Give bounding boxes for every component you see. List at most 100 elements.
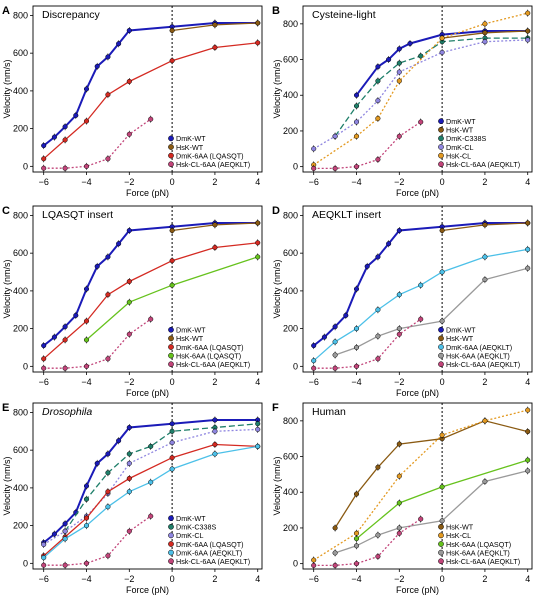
panel-c-title: LQASQT insert [42, 209, 113, 221]
panel-a-series-hsk-cl-6aa-aeqklt-point [41, 165, 47, 171]
panel-b-legend-label: Hsk-CL-6AA (AEQKLT) [446, 160, 520, 169]
panel-e-xtick-label: −2 [124, 574, 134, 584]
panel-f-xtick-label: −2 [394, 574, 404, 584]
panel-d-ytick-label: 600 [283, 248, 298, 258]
panel-a-xtick-label: −6 [39, 177, 49, 187]
panel-d-ytick-label: 200 [283, 324, 298, 334]
panel-c-series-dmk-wt-point [126, 227, 132, 234]
panel-e-series-dmk-6aa-lqasqt-point [83, 515, 90, 521]
panel-b-legend-marker [438, 126, 444, 133]
panel-b-series-hsk-cl-6aa-aeqklt-point [311, 165, 317, 171]
panel-b-xtick-label: 2 [482, 177, 487, 187]
panel-c-series-hsk-wt [169, 219, 261, 235]
panel-d-series-hsk-wt-point [482, 222, 488, 228]
panel-d-xtick-label: −4 [351, 377, 361, 387]
panel-c-legend-marker [168, 335, 174, 342]
panel-a-series-dmk-6aa-lqasqt-point [83, 118, 90, 124]
panel-e-frame [32, 402, 263, 570]
panel-b-series-hsk-cl-6aa-aeqklt-point [418, 119, 424, 125]
panel-a-series-hsk-cl-6aa-aeqklt [41, 115, 154, 172]
panel-b-series-dmk-wt-point [375, 64, 381, 70]
panel-f-series-hsk-wt [332, 417, 531, 532]
panel-c-series-hsk-cl-6aa-aeqklt [41, 315, 154, 372]
panel-f-series-hsk-cl [311, 406, 531, 564]
panel-a-ytick-label: 200 [13, 124, 28, 134]
panel-a-series-dmk-wt-point [73, 112, 79, 118]
panel-f-frame [302, 402, 533, 570]
panel-a-series-dmk-6aa-lqasqt-point [126, 78, 132, 85]
panel-b-legend-marker [438, 144, 444, 150]
panel-d-series-dmk-wt-point [321, 334, 327, 340]
panel-a-series-dmk-6aa-lqasqt-point [41, 156, 47, 162]
panel-f-xtick-label: −4 [351, 574, 361, 584]
panel-a-series-dmk-6aa-lqasqt-fit-line [43, 42, 258, 160]
panel-e-series-dmk-cl-fit-line [43, 428, 258, 546]
panel-c-ytick-label: 800 [13, 210, 28, 220]
panel-d-legend-label: HsK-WT [446, 334, 474, 343]
panel-c-xtick-label: 4 [255, 377, 260, 387]
panel-b-series-dmk-cl-point [482, 39, 488, 45]
panel-d-legend-label: DmK-6AA (AEQKLT) [446, 343, 512, 352]
panel-d-series-hsk-cl-6aa-aeqklt-point [396, 331, 402, 337]
panel-e-series-dmk-6aa-aeqklt-point [169, 466, 175, 472]
panel-e-series-dmk-wt-point [116, 438, 122, 444]
panel-f-series-hsk-cl-6aa-aeqklt-point [375, 553, 381, 560]
panel-a-legend-label: DmK-WT [176, 134, 206, 143]
panel-c-xtick-label: 2 [212, 377, 217, 387]
panel-f-legend-marker [438, 541, 444, 547]
panel-e-title: Drosophila [42, 406, 92, 418]
panel-b-xtick-label: 4 [525, 177, 530, 187]
panel-e-ylabel: Velocity (nm/s) [2, 456, 12, 515]
panel-f-legend-label: HsK-CL [446, 531, 471, 540]
panel-b-xtick-label: 0 [440, 177, 445, 187]
panel-f-ytick-label: 600 [283, 452, 298, 462]
panel-e-series-dmk-c338s-fit-line [64, 423, 258, 532]
panel-f-ytick-label: 400 [283, 487, 298, 497]
panel-b-legend-marker [438, 161, 444, 168]
panel-b-series-dmk-c338s-point [396, 60, 402, 66]
panel-a-series-dmk-wt-point [51, 134, 57, 140]
panel-d-ylabel: Velocity (nm/s) [272, 259, 282, 318]
panel-c-series-dmk-6aa-lqasqt-point [105, 292, 111, 298]
panel-b-series-hsk-cl-6aa-aeqklt-point [396, 133, 402, 139]
panel-e-series-dmk-6aa-lqasqt-point [169, 455, 175, 461]
panel-b-letter: B [272, 5, 280, 17]
panel-d-ytick-label: 800 [283, 210, 298, 220]
panel-b-legend-label: HsK-WT [446, 126, 474, 135]
panel-d-legend-marker [438, 361, 444, 368]
panel-e-legend-label: DmK-C338S [176, 523, 217, 532]
panel-c-series-dmk-wt-point [94, 263, 100, 269]
panel-b-legend-marker [438, 135, 444, 142]
panel-d-series-dmk-6aa-aeqklt-point [525, 246, 531, 252]
panel-c-series-dmk-wt-point [62, 324, 68, 330]
panel-c-legend-label: DmK-WT [176, 326, 206, 335]
panel-d-series-dmk-6aa-aeqklt-point [332, 339, 338, 345]
panel-d-series-dmk-wt-point [364, 263, 370, 269]
panel-f-xtick-label: 4 [525, 574, 530, 584]
panel-e-letter: E [2, 402, 9, 414]
panel-a-ytick-label: 0 [23, 161, 28, 171]
panel-e-legend-label: DmK-CL [176, 531, 204, 540]
panel-c-ytick-label: 600 [13, 248, 28, 258]
panel-b-frame [302, 5, 533, 173]
panel-a-series-dmk-wt-point [126, 27, 132, 34]
panel-e-series-hsk-cl-6aa-aeqklt-point [83, 560, 90, 566]
panel-d-series-hsk-6aa-aeqklt-point [375, 333, 381, 339]
panel-c-series-dmk-6aa-lqasqt-point [212, 244, 218, 251]
panel-d-series-dmk-wt-point [332, 324, 338, 330]
panel-b-series-dmk-wt-point [353, 92, 360, 98]
panel-d-series-hsk-6aa-aeqklt [332, 264, 531, 359]
panel-c-letter: C [2, 205, 10, 217]
panel-d-xtick-label: −2 [394, 377, 404, 387]
panel-d: −6 −4 −2 0 2 4 0 200 400 600 800 Force (pN) Velocity… [272, 205, 533, 398]
panel-b-series-hsk-cl-point [396, 78, 402, 84]
panel-b-ytick-label: 200 [283, 126, 298, 136]
panel-b-series-hsk-cl-point [375, 115, 381, 122]
panel-b-series-dmk-cl-point [439, 49, 445, 55]
panel-b-xtick-label: −4 [351, 177, 361, 187]
panel-a-title: Discrepancy [42, 9, 101, 21]
panel-e-series-dmk-wt-point [94, 460, 100, 466]
panel-b-legend-label: DmK-C338S [446, 134, 487, 143]
panel-f-letter: F [272, 402, 279, 414]
